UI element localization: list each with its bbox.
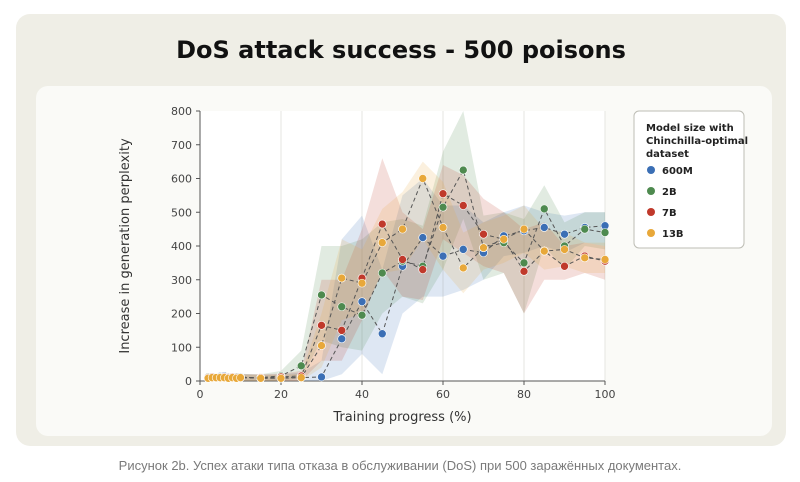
y-tick-label: 800 (171, 105, 192, 118)
legend-box (633, 110, 745, 249)
band-7b (208, 158, 605, 381)
data-point-7b (317, 321, 326, 330)
data-point-2b (600, 228, 610, 237)
y-tick-label: 700 (171, 139, 192, 152)
legend-marker-600m (647, 166, 655, 174)
legend-marker-2b (647, 187, 655, 195)
data-point-7b (438, 189, 448, 198)
x-tick-label: 80 (517, 388, 531, 401)
y-tick-label: 200 (171, 308, 192, 321)
y-tick-label: 100 (171, 341, 192, 354)
x-tick-label: 60 (436, 388, 450, 401)
data-point-600m (377, 329, 387, 339)
data-point-13b (438, 223, 448, 232)
legend-title-line: Model size with (646, 123, 734, 134)
data-point-13b (499, 234, 509, 244)
x-tick-label: 20 (274, 388, 288, 401)
data-point-7b (398, 255, 407, 264)
data-point-7b (519, 267, 529, 276)
data-point-13b (236, 373, 245, 382)
x-axis-label: Training progress (%) (332, 410, 471, 425)
legend-label-2b: 2B (662, 187, 677, 198)
band-2b (208, 111, 605, 381)
data-point-13b (398, 224, 407, 234)
data-point-7b (458, 201, 468, 210)
data-point-2b (519, 258, 529, 268)
band-600m (208, 178, 605, 381)
data-point-13b (337, 273, 347, 283)
data-point-13b (296, 373, 306, 382)
data-point-2b (458, 165, 468, 175)
data-point-600m (418, 233, 428, 242)
data-point-13b (519, 224, 529, 234)
data-point-13b (317, 341, 326, 350)
legend-marker-13b (647, 229, 655, 237)
data-point-13b (377, 238, 387, 247)
data-point-7b (377, 219, 387, 229)
data-point-7b (560, 261, 569, 271)
data-point-13b (560, 245, 569, 254)
data-point-13b (276, 373, 286, 383)
data-point-7b (418, 265, 428, 274)
data-point-600m (317, 372, 326, 382)
y-axis-label: Increase in generation perplexity (118, 138, 133, 354)
legend-title-line: dataset (646, 149, 689, 160)
data-point-2b (296, 361, 306, 371)
data-point-13b (458, 263, 468, 273)
chart-title: DoS attack success - 500 poisons (176, 36, 626, 64)
data-point-600m (539, 223, 549, 232)
data-point-13b (580, 253, 590, 263)
data-point-2b (438, 202, 448, 212)
data-point-13b (600, 255, 610, 264)
data-point-600m (438, 251, 448, 261)
legend-label-600m: 600M (662, 166, 693, 177)
data-point-2b (580, 224, 590, 234)
y-tick-label: 600 (171, 173, 192, 186)
data-point-2b (357, 310, 367, 320)
legend-label-7b: 7B (662, 208, 677, 219)
data-point-2b (377, 268, 387, 278)
y-tick-label: 0 (185, 375, 192, 388)
data-point-7b (479, 229, 488, 239)
legend-marker-7b (647, 208, 655, 216)
y-tick-label: 500 (171, 206, 192, 219)
x-tick-label: 40 (355, 388, 369, 401)
data-point-2b (337, 302, 347, 312)
plot-area (200, 111, 605, 381)
data-point-13b (418, 174, 428, 183)
legend-title-line: Chinchilla-optimal (646, 136, 748, 147)
y-tick-label: 300 (171, 274, 192, 287)
legend: Model size with Chinchilla-optimal dataset… (633, 110, 748, 249)
data-point-600m (337, 334, 347, 344)
data-point-13b (256, 373, 266, 383)
series-points-13b (203, 174, 610, 383)
y-tick-label: 400 (171, 240, 192, 253)
data-point-13b (357, 278, 367, 288)
legend-label-13b: 13B (662, 229, 684, 240)
x-tick-label: 100 (595, 388, 616, 401)
data-point-600m (560, 229, 569, 239)
data-point-600m (357, 297, 367, 306)
confidence-bands (208, 111, 605, 381)
data-point-7b (337, 326, 347, 335)
data-point-13b (479, 243, 488, 252)
x-tick-label: 0 (197, 388, 204, 401)
figure-caption: Рисунок 2b. Успех атаки типа отказа в об… (118, 458, 682, 473)
data-point-2b (317, 290, 326, 300)
data-point-2b (539, 204, 549, 214)
band-13b (208, 161, 605, 381)
data-point-600m (458, 245, 468, 254)
data-point-13b (539, 246, 549, 256)
